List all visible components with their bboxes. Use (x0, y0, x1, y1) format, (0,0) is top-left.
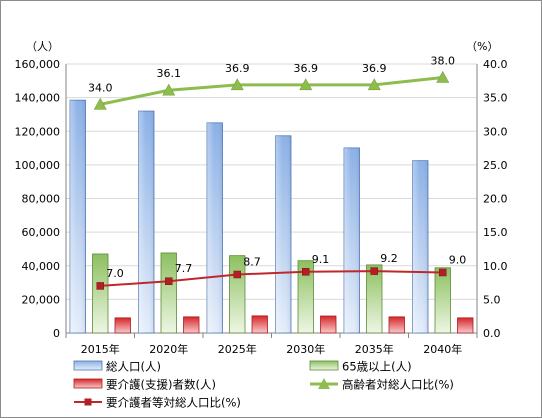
y-left-tick-label: 60,000 (22, 226, 61, 239)
y-left-tick-label: 140,000 (15, 92, 61, 105)
line-care-ratio (100, 270, 443, 287)
data-label: 9.2 (380, 252, 398, 265)
data-label: 9.1 (312, 253, 330, 266)
x-tick-label: 2040年 (423, 342, 462, 356)
data-label: 36.1 (157, 67, 182, 80)
line-elderly-ratio (99, 75, 443, 106)
bar-care (183, 316, 200, 334)
bar-elderly (434, 267, 451, 334)
legend-swatch (309, 360, 339, 371)
y-left-tick-label: 100,000 (15, 159, 61, 172)
y-right-unit: （%） (466, 40, 498, 53)
y-left-tick-label: 0 (53, 327, 60, 340)
bar-care (388, 316, 405, 334)
y-left-tick-label: 80,000 (22, 193, 61, 206)
y-left-tick-label: 40,000 (22, 260, 61, 273)
marker-triangle (93, 97, 107, 110)
bar-elderly (366, 264, 383, 334)
legend-marker (318, 378, 330, 389)
marker-triangle (436, 70, 450, 83)
legend-marker (84, 398, 92, 406)
legend-swatch (73, 378, 103, 389)
marker-square (233, 270, 241, 279)
y-right-tick-label: 0.0 (483, 327, 501, 340)
marker-square (96, 282, 104, 290)
data-label: 7.0 (106, 267, 124, 280)
data-label: 9.0 (449, 253, 467, 266)
bar-highlight (275, 135, 291, 333)
bar-highlight (138, 111, 154, 333)
y-left-tick-label: 120,000 (15, 125, 61, 138)
bar-elderly (92, 253, 109, 334)
marker-triangle (299, 78, 313, 91)
legend-swatch (73, 360, 103, 371)
marker-square (165, 277, 173, 285)
y-right-tick-label: 10.0 (483, 260, 508, 273)
marker-triangle (162, 83, 176, 96)
y-left-tick-label: 20,000 (22, 293, 61, 306)
x-tick-label: 2020年 (149, 342, 188, 356)
legend-label: 総人口(人) (106, 360, 161, 374)
y-left-tick-label: 160,000 (15, 58, 61, 71)
legend-label: 要介護者等対総人口比(%) (106, 396, 241, 410)
marker-triangle (367, 78, 381, 91)
y-right-tick-label: 5.0 (483, 293, 501, 306)
bar-highlight (344, 147, 360, 333)
bar-care (457, 317, 474, 334)
x-tick-label: 2030年 (286, 342, 325, 356)
marker-square (439, 268, 447, 277)
data-label: 38.0 (431, 54, 456, 67)
data-label: 34.0 (88, 81, 113, 94)
bar-care (251, 315, 268, 334)
y-left-unit: （人） (26, 40, 59, 53)
bar-elderly (297, 260, 314, 334)
bar-highlight (207, 122, 223, 333)
x-tick-label: 2025年 (218, 342, 257, 356)
bar-highlight (412, 160, 428, 333)
bar-care (320, 315, 337, 334)
y-right-tick-label: 40.0 (483, 58, 508, 71)
y-right-tick-label: 15.0 (483, 226, 508, 239)
data-label: 36.9 (294, 62, 319, 75)
y-right-tick-label: 25.0 (483, 159, 508, 172)
bar-care (114, 317, 131, 334)
data-label: 36.9 (225, 62, 250, 75)
legend-label: 65歳以上(人) (342, 360, 412, 374)
marker-square (302, 268, 310, 276)
marker-triangle (230, 78, 244, 91)
x-tick-label: 2015年 (81, 342, 120, 356)
y-right-tick-label: 20.0 (483, 193, 508, 206)
data-label: 8.7 (243, 255, 261, 268)
y-right-tick-label: 35.0 (483, 92, 508, 105)
bar-elderly (160, 252, 177, 334)
bar-highlight (70, 100, 86, 333)
marker-square (370, 267, 378, 275)
legend-label: 要介護(支援)者数(人) (106, 378, 216, 392)
data-label: 36.9 (362, 62, 387, 75)
y-right-tick-label: 30.0 (483, 125, 508, 138)
x-tick-label: 2035年 (355, 342, 394, 356)
legend-label: 高齢者対総人口比(%) (342, 378, 454, 392)
data-label: 7.7 (175, 262, 193, 275)
